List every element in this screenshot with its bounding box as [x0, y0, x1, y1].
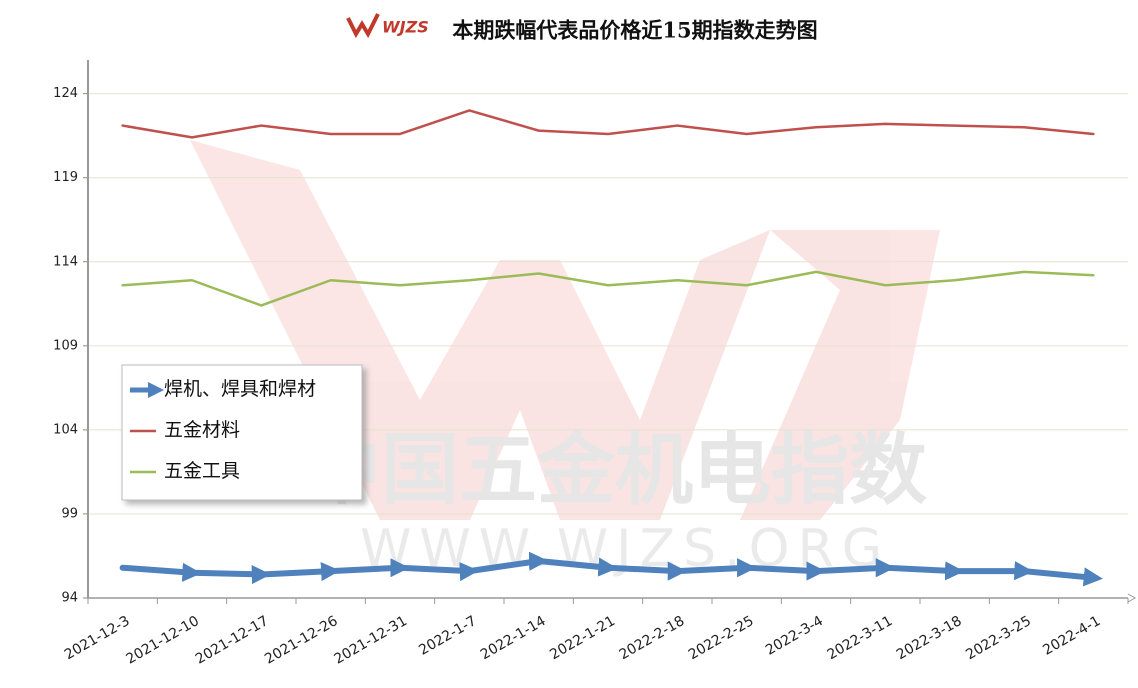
- x-tick-label: 2022-1-21: [547, 613, 618, 663]
- y-tick-label: 99: [61, 506, 78, 521]
- y-tick-label: 104: [53, 422, 78, 437]
- x-axis-arrow: [1127, 593, 1137, 603]
- logo-text: WJZS: [382, 18, 429, 37]
- legend-label: 焊机、焊具和焊材: [164, 378, 316, 400]
- watermark: 中国五金机电指数 WWW.WJZS.ORG: [190, 140, 940, 579]
- lines: [119, 109, 1103, 587]
- chart-title: 本期跌幅代表品价格近15期指数走势图: [452, 18, 817, 43]
- x-tick-label: 2021-12-10: [124, 613, 202, 668]
- x-tick-label: 2021-12-17: [193, 613, 271, 668]
- y-tick-label: 94: [61, 591, 78, 606]
- x-tick-label: 2021-12-26: [262, 613, 341, 668]
- x-tick-label: 2021-12-31: [332, 613, 410, 668]
- x-tick-label: 2022-3-25: [963, 613, 1034, 663]
- x-tick-label: 2022-3-11: [825, 613, 896, 663]
- y-tick-label: 109: [53, 338, 78, 353]
- series-line: [121, 270, 1095, 307]
- y-tick-label: 114: [53, 254, 78, 269]
- series-line: [121, 109, 1095, 139]
- x-tick-label: 2022-4-1: [1040, 613, 1103, 659]
- x-tick-label: 2022-1-7: [416, 613, 479, 659]
- legend-label: 五金工具: [164, 460, 240, 482]
- x-tick-label: 2022-3-4: [763, 613, 826, 659]
- y-tick-label: 119: [53, 170, 78, 185]
- x-tick-label: 2022-1-14: [478, 613, 549, 663]
- x-tick-label: 2022-2-25: [686, 613, 757, 663]
- x-tick-label: 2021-12-3: [62, 613, 133, 663]
- logo-mark: [346, 13, 380, 39]
- legend-label: 五金材料: [164, 419, 240, 441]
- x-tick-label: 2022-2-18: [617, 613, 688, 663]
- x-tick-label: 2022-3-18: [894, 613, 965, 663]
- series-line: [119, 551, 1103, 587]
- watermark-logo: [740, 230, 940, 520]
- watermark-text: 中国五金机电指数: [303, 425, 927, 515]
- y-tick-label: 124: [53, 86, 78, 101]
